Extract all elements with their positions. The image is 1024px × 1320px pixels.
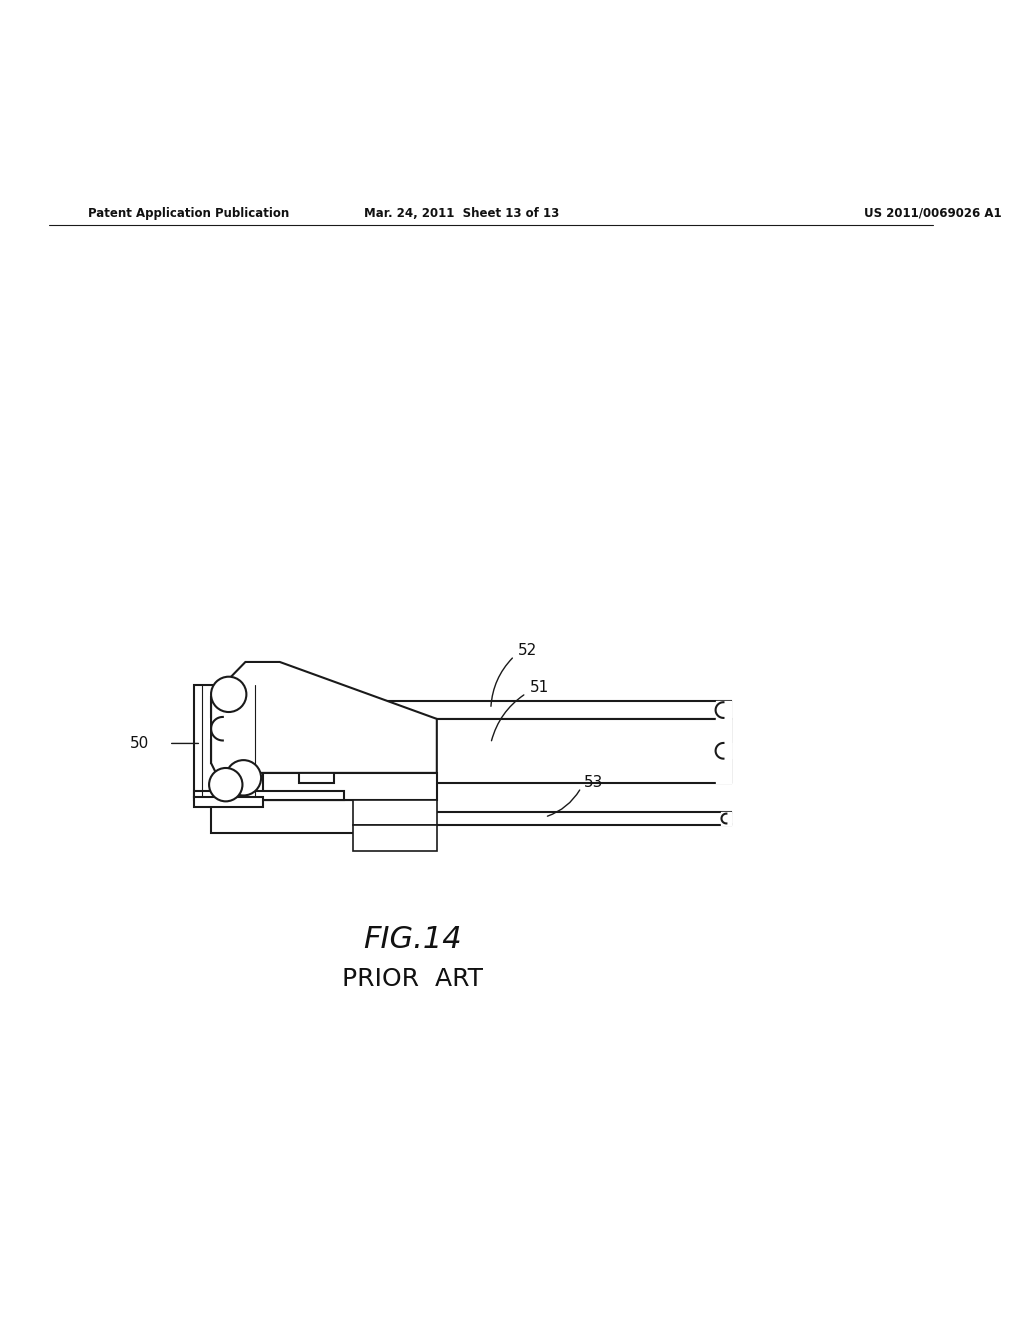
Text: US 2011/0069026 A1: US 2011/0069026 A1: [864, 207, 1001, 220]
Text: 50: 50: [130, 737, 150, 751]
Bar: [299, 760, 334, 783]
Bar: [260, 701, 731, 719]
Circle shape: [211, 677, 247, 711]
Circle shape: [225, 760, 261, 796]
Polygon shape: [211, 661, 437, 774]
Text: 51: 51: [530, 680, 549, 696]
Bar: [195, 797, 263, 808]
Text: 53: 53: [584, 775, 603, 791]
Bar: [195, 685, 263, 797]
Circle shape: [209, 768, 243, 801]
Text: FIG.14: FIG.14: [362, 925, 462, 954]
Bar: [353, 812, 731, 825]
Bar: [353, 800, 437, 825]
Text: Patent Application Publication: Patent Application Publication: [88, 207, 290, 220]
Bar: [353, 825, 437, 851]
Bar: [216, 774, 437, 800]
Bar: [195, 791, 344, 800]
Text: PRIOR  ART: PRIOR ART: [342, 968, 482, 991]
Text: Mar. 24, 2011  Sheet 13 of 13: Mar. 24, 2011 Sheet 13 of 13: [364, 207, 559, 220]
Bar: [265, 719, 731, 783]
Text: 52: 52: [518, 643, 538, 657]
Bar: [211, 800, 373, 833]
